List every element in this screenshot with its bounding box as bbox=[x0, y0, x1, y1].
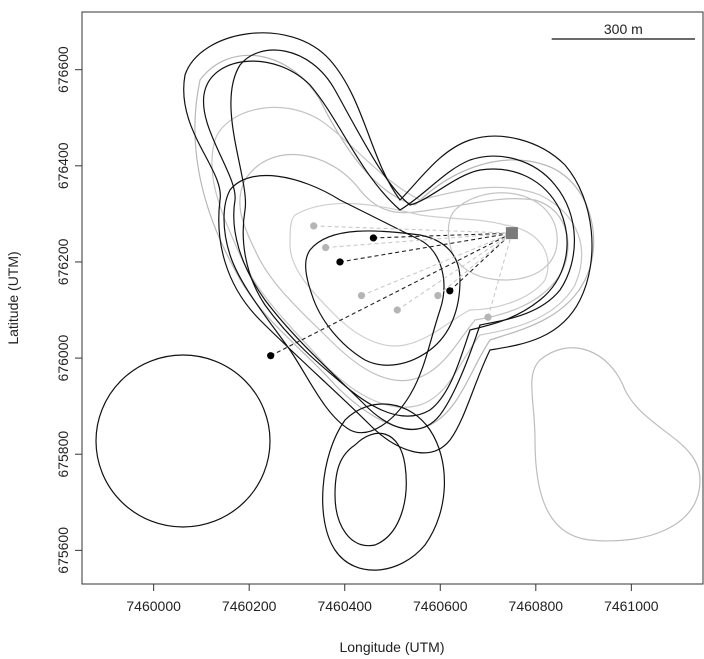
connection-line bbox=[373, 232, 512, 239]
contour-dark bbox=[305, 230, 461, 366]
home-range-contours bbox=[95, 32, 701, 571]
x-tick-label: 7461000 bbox=[604, 598, 659, 614]
data-point bbox=[393, 306, 401, 314]
y-tick-label: 676600 bbox=[55, 46, 71, 93]
connection-line bbox=[437, 232, 513, 297]
contour-dark bbox=[322, 403, 445, 571]
connection-lines bbox=[270, 225, 513, 357]
x-axis: 7460000 7460200 7460400 7460600 7460800 74610… bbox=[126, 584, 659, 614]
y-tick-label: 675600 bbox=[55, 527, 71, 574]
data-point bbox=[336, 258, 344, 266]
data-point bbox=[434, 291, 442, 300]
y-tick-label: 676200 bbox=[55, 238, 71, 285]
connection-line bbox=[396, 232, 513, 311]
data-point bbox=[484, 313, 492, 321]
connection-line bbox=[339, 232, 513, 263]
y-tick-label: 675800 bbox=[55, 431, 71, 478]
contour-dark bbox=[223, 174, 445, 434]
data-point bbox=[267, 352, 275, 360]
contour-dark bbox=[230, 49, 568, 417]
connection-line bbox=[487, 232, 513, 318]
scale-bar: 300 m bbox=[551, 21, 695, 40]
data-point bbox=[357, 291, 366, 300]
focal-site bbox=[505, 227, 518, 240]
data-point bbox=[446, 287, 454, 295]
data-point bbox=[310, 222, 318, 230]
y-tick-label: 676000 bbox=[55, 335, 71, 382]
data-point bbox=[322, 243, 330, 252]
x-tick-label: 7460800 bbox=[509, 598, 564, 614]
contour-light bbox=[239, 154, 569, 382]
focal-square-marker bbox=[505, 227, 518, 240]
x-tick-label: 7460000 bbox=[126, 598, 181, 614]
contour-dark bbox=[183, 32, 593, 454]
y-tick-label: 676400 bbox=[55, 142, 71, 189]
connection-line bbox=[361, 232, 513, 297]
x-tick-label: 7460200 bbox=[222, 598, 277, 614]
x-axis-title: Longitude (UTM) bbox=[339, 639, 444, 655]
y-axis-title: Latitude (UTM) bbox=[5, 251, 21, 344]
scale-bar-label: 300 m bbox=[604, 21, 643, 37]
contour-light bbox=[194, 54, 595, 430]
contour-dark bbox=[202, 60, 576, 431]
contour-light bbox=[211, 106, 583, 408]
connection-line bbox=[313, 225, 512, 234]
x-tick-label: 7460400 bbox=[317, 598, 372, 614]
contour-light bbox=[531, 347, 701, 542]
contour-dark bbox=[95, 354, 271, 528]
contour-light bbox=[447, 192, 558, 281]
x-tick-label: 7460600 bbox=[413, 598, 468, 614]
contour-light bbox=[289, 202, 549, 347]
telemetry-points bbox=[267, 222, 492, 360]
connection-line bbox=[325, 232, 512, 249]
data-point bbox=[369, 234, 377, 242]
connection-line bbox=[449, 232, 513, 292]
y-axis: 675600 675800 676000 676200 676400 676600 bbox=[55, 46, 82, 574]
connection-line bbox=[270, 232, 513, 357]
contour-dark bbox=[334, 432, 407, 547]
plot-frame bbox=[81, 11, 704, 585]
